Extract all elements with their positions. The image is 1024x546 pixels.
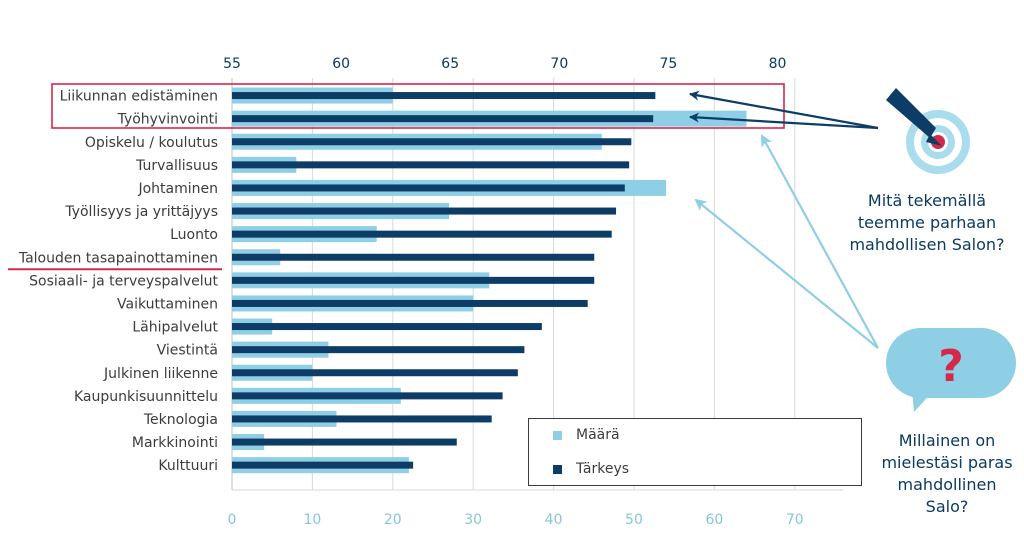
bottom-axis-tick: 40 [545,512,563,528]
category-label: Kaupunkisuunnittelu [74,389,218,405]
annotations: ? [8,83,1016,412]
bottom-axis-tick: 50 [625,512,643,528]
target-caption-line: mahdollisen Salon? [849,235,1005,254]
category-label: Talouden tasapainottaminen [18,250,218,266]
question-caption-line: Salo? [925,497,969,516]
bar-importance [232,161,630,169]
bottom-axis-tick: 20 [384,512,402,528]
top-axis-tick: 80 [769,56,787,72]
bottom-axis-tick: 10 [303,512,321,528]
category-label: Vaikuttaminen [117,296,218,312]
arrow-to-tyohyvinvointi-count [761,134,879,349]
category-label: Johtaminen [137,181,218,197]
top-axis-tick: 65 [441,56,459,72]
bar-importance [232,276,595,284]
bar-importance [232,461,414,469]
bar-importance [232,92,656,100]
top-axis-tick: 70 [550,56,568,72]
bars-group [232,87,747,474]
bottom-axis-tick: 30 [464,512,482,528]
bar-importance [232,230,612,238]
legend-swatch-count [553,430,562,440]
top-axis-tick: 55 [223,56,241,72]
target-caption-line: Mitä tekemällä [867,191,987,210]
legend-label-importance: Tärkeys [576,461,630,477]
question-caption-line: mielestäsi paras [881,453,1013,472]
legend-swatch-importance [553,464,562,474]
bar-importance [232,299,588,307]
top-axis-tick: 75 [660,56,678,72]
bubble-body [886,328,1016,398]
bar-importance [232,323,542,331]
arrow-to-tyohyvinvointi [689,112,879,130]
category-label: Julkinen liikenne [103,366,218,382]
arrow-to-johtaminen [694,198,879,349]
category-label: Lähipalvelut [132,320,218,336]
bar-importance [232,392,503,400]
top-axis: 55 60 65 70 75 80 [223,56,786,72]
bar-importance [232,115,654,123]
category-label: Kulttuuri [158,458,218,474]
speech-bubble-icon: ? [886,328,1016,412]
bar-importance [232,207,617,215]
dart-shaft [886,88,936,138]
bar-importance [232,415,492,423]
bar-importance [232,369,518,377]
bar-importance [232,346,525,354]
bottom-axis-tick: 70 [786,512,804,528]
legend-label-count: Määrä [576,427,620,443]
bubble-tail [912,390,934,412]
bottom-axis: 0 10 20 30 40 50 60 70 [228,512,804,528]
target-caption: Mitä tekemällä teemme parhaan mahdollise… [822,190,1024,256]
question-caption: Millainen on mielestäsi paras mahdolline… [862,430,1024,518]
category-label: Luonto [170,227,218,243]
legend-item-count: Määrä [553,427,620,443]
category-label: Viestintä [157,343,218,359]
category-labels: Liikunnan edistäminen Työhyvinvointi Opisk… [18,89,219,475]
question-caption-line: Millainen on [898,431,996,450]
bar-importance [232,253,595,261]
chart-legend: Määrä Tärkeys [528,418,862,486]
bar-importance [232,184,625,192]
target-caption-line: teemme parhaan [857,213,997,232]
category-label: Työhyvinvointi [117,112,218,128]
category-label: Turvallisuus [135,158,218,174]
dart-tip [926,134,942,146]
bar-importance [232,438,457,446]
category-label: Sosiaali- ja terveyspalvelut [29,273,218,289]
legend-item-importance: Tärkeys [553,461,629,477]
bottom-axis-tick: 0 [228,512,237,528]
arrow-to-liikunta [689,90,879,130]
category-label: Teknologia [143,412,218,428]
category-label: Markkinointi [132,435,218,451]
top-axis-tick: 60 [332,56,350,72]
category-label: Opiskelu / koulutus [85,135,218,151]
bottom-axis-tick: 60 [705,512,723,528]
category-label: Työllisyys ja yrittäjyys [64,204,218,220]
category-label: Liikunnan edistäminen [60,89,218,105]
bar-importance [232,138,632,146]
question-mark: ? [938,341,964,392]
target-icon [886,88,970,174]
highlight-box [51,83,785,129]
question-caption-line: mahdollinen [897,475,997,494]
